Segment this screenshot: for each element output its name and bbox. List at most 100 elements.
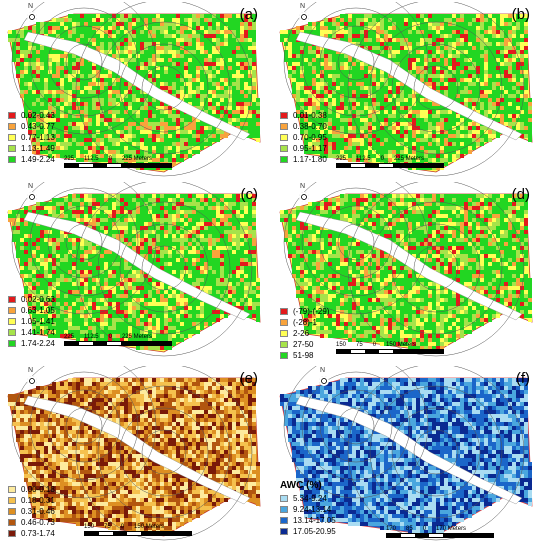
legend-item: 1.41-1.74 — [8, 327, 55, 338]
scale-tick-label: 150 — [336, 342, 347, 348]
legend-swatch — [8, 530, 16, 537]
field-map — [279, 182, 533, 357]
scale-tick-label: 0 — [108, 334, 112, 340]
legend-swatch — [280, 330, 288, 337]
legend-swatch — [8, 486, 16, 493]
pivot-ring — [319, 389, 393, 463]
pivot-ring — [119, 223, 209, 313]
legend-item: 1.74-2.24 — [8, 338, 55, 349]
pivot-ring — [75, 182, 253, 357]
legend-swatch — [280, 156, 288, 163]
pivot-ring — [337, 43, 375, 81]
legend-label: 0.18-0.31 — [21, 496, 55, 505]
pivot-ring — [369, 21, 503, 155]
pivot-ring — [97, 21, 231, 155]
pivot-ring — [391, 407, 481, 497]
legend-label: 0.70-0.95 — [293, 133, 327, 142]
legend-item: 27-50 — [280, 339, 329, 350]
north-arrow-icon: N — [296, 3, 312, 30]
legend-item: 0.70-0.95 — [280, 132, 327, 143]
legend-swatch — [8, 145, 16, 152]
pivot-ring — [65, 407, 103, 445]
scale-bar-graphic — [336, 349, 444, 354]
legend-swatch — [280, 495, 288, 502]
road — [23, 211, 251, 321]
legend-item: 0.43-0.77 — [8, 121, 55, 132]
scale-bar-graphic — [84, 531, 192, 536]
pivot-ring — [29, 371, 139, 481]
pivot-ring — [11, 366, 157, 499]
legend-item: 0.73-1.74 — [8, 528, 55, 539]
pivot-ring — [11, 182, 157, 315]
legend-label: 1.49-2.24 — [21, 155, 55, 164]
legend-label: 27-50 — [293, 340, 314, 349]
legend-label: 17.05-20.95 — [293, 527, 336, 536]
legend-swatch — [8, 112, 16, 119]
legend-item: 0.38-0.70 — [280, 121, 327, 132]
legend-item: 1.17-1.80 — [280, 154, 327, 165]
scale-tick-label: 0 — [422, 526, 427, 532]
legend-item: 0.01-0.38 — [280, 110, 327, 121]
scale-bar: 225 112.5 0 225 Meters — [336, 156, 444, 174]
scale-bar: 150 75 0 150 Meters — [84, 524, 192, 542]
scale-tick-label: 225 — [64, 334, 75, 340]
pivot-ring — [65, 223, 103, 261]
legend-label: 1.74-2.24 — [21, 339, 55, 348]
pivot-ring — [283, 182, 429, 315]
scale-bar-graphic — [64, 341, 172, 346]
pivot-ring — [75, 2, 253, 177]
map-panel-c: N (c) 0.02-0.63 0.63-1.05 1.05-1.41 1.41-1.… — [4, 182, 266, 360]
scale-tick-label: 150 Meters — [134, 524, 165, 530]
legend-swatch — [280, 123, 288, 130]
legend-label: 0.01-0.38 — [293, 111, 327, 120]
pivot-ring — [301, 7, 411, 117]
legend-item: (-79)-(-29) — [280, 306, 329, 317]
pivot-ring — [141, 65, 187, 111]
legend-label: 5.34-9.24 — [293, 494, 327, 503]
scale-tick-label: 0 — [120, 524, 125, 530]
legend-swatch — [280, 308, 288, 315]
scale-bar-graphic — [386, 533, 494, 538]
legend-item: 17.05-20.95 — [280, 526, 336, 537]
legend-label: 1.17-1.80 — [293, 155, 327, 164]
pivot-ring — [391, 43, 481, 133]
pivot-ring — [347, 182, 525, 357]
legend-swatch — [280, 517, 288, 524]
legend-label: 0.38-0.70 — [293, 122, 327, 131]
scale-tick-label: 75 — [104, 524, 111, 530]
map-panel-a: N (a) 0.02-0.43 0.43-0.77 0.77-1.13 1.13-1.… — [4, 2, 266, 180]
map-legend: 0.02-0.63 0.63-1.05 1.05-1.41 1.41-1.74 1.74… — [8, 294, 55, 349]
pivot-ring — [97, 201, 231, 335]
scale-bar-graphic — [336, 163, 444, 168]
scale-tick-label: 225 Meters — [393, 156, 424, 162]
legend-label: 9.24-13.14 — [293, 505, 332, 514]
scale-bar: 225 112.5 0 225 Meters — [64, 156, 172, 174]
legend-swatch — [8, 508, 16, 515]
pivot-ring — [337, 223, 375, 261]
legend-label: (-28)-1 — [293, 318, 318, 327]
panel-label: (f) — [515, 370, 530, 387]
road — [295, 31, 523, 141]
legend-swatch — [280, 145, 288, 152]
north-arrow-icon: N — [24, 3, 40, 30]
map-legend: (-79)-(-29) (-28)-1 2-26 27-50 51-98 — [280, 306, 329, 361]
pivot-ring — [283, 2, 429, 135]
pivot-ring — [11, 2, 157, 135]
pivot-ring — [301, 371, 411, 481]
scale-tick-label: 150 Meters — [386, 342, 417, 348]
field-map — [7, 2, 261, 177]
scale-bar: 150 75 0 150 Meters — [336, 342, 444, 360]
legend-label: 51-98 — [293, 351, 314, 360]
map-legend: 0.02-0.43 0.43-0.77 0.77-1.13 1.13-1.49 1.49… — [8, 110, 55, 165]
legend-swatch — [8, 519, 16, 526]
map-panel-e: N (e) 0.00-0.18 0.18-0.31 0.31-0.46 0.46-0.… — [4, 366, 266, 544]
pivot-ring — [337, 407, 375, 445]
scale-bar-graphic — [64, 163, 172, 168]
legend-label: 0.73-1.74 — [21, 529, 55, 538]
legend-swatch — [280, 341, 288, 348]
panel-label: (b) — [511, 6, 530, 23]
map-panel-f: N (f) AWC (%) 5.34-9.24 9.24-13.14 13.14-17… — [276, 366, 538, 544]
legend-item: 1.49-2.24 — [8, 154, 55, 165]
legend-item: 9.24-13.14 — [280, 504, 336, 515]
panel-label: (d) — [511, 186, 530, 203]
